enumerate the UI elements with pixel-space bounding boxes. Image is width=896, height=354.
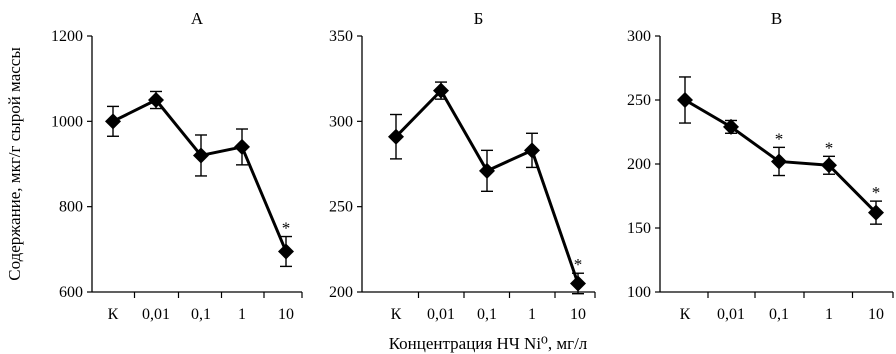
y-tick-label: 200 bbox=[627, 156, 651, 173]
y-tick-label: 250 bbox=[627, 92, 651, 109]
data-point-marker bbox=[105, 113, 121, 130]
y-tick-label: 1000 bbox=[51, 113, 83, 130]
data-point-marker bbox=[723, 118, 739, 135]
y-tick-label: 100 bbox=[627, 284, 651, 301]
y-tick-label: 600 bbox=[59, 284, 83, 301]
data-point-marker bbox=[771, 153, 787, 170]
data-point-marker bbox=[570, 275, 586, 292]
y-tick-label: 800 bbox=[59, 199, 83, 216]
chart-panel-1: А 600 800 1000 1200 К 0,01 0,1 1 10 * bbox=[51, 9, 303, 323]
y-tick-label: 1200 bbox=[51, 28, 83, 45]
chart-panel-3: В 100 150 200 250 300 К 0,01 0,1 1 10 * * * bbox=[627, 9, 894, 323]
x-axis-title: Концентрация НЧ Ni⁰, мг/л bbox=[389, 334, 588, 353]
y-tick-label: 300 bbox=[329, 113, 353, 130]
x-tick-label: 10 bbox=[868, 306, 884, 323]
data-point-marker bbox=[479, 162, 495, 179]
data-point-marker bbox=[868, 204, 884, 221]
data-point-marker bbox=[388, 128, 404, 145]
data-point-marker bbox=[278, 243, 294, 260]
panel-title: Б bbox=[474, 9, 484, 28]
x-tick-label: 1 bbox=[238, 306, 246, 323]
x-tick-label: К bbox=[391, 306, 402, 323]
y-axis-title: Содержание, мкг/г сырой массы bbox=[5, 47, 24, 281]
x-tick-label: 10 bbox=[570, 306, 586, 323]
x-tick-label: 0,1 bbox=[191, 306, 211, 323]
x-tick-label: 0,1 bbox=[769, 306, 789, 323]
panel-title: В bbox=[771, 9, 782, 28]
panel-title: А bbox=[191, 9, 204, 28]
data-point-marker bbox=[234, 138, 250, 155]
data-point-marker bbox=[148, 92, 164, 108]
x-tick-label: К bbox=[108, 306, 119, 323]
x-tick-label: 10 bbox=[278, 306, 294, 323]
y-tick-label: 150 bbox=[627, 220, 651, 237]
x-tick-label: 0,01 bbox=[427, 306, 455, 323]
significance-star: * bbox=[282, 219, 291, 238]
data-point-marker bbox=[433, 82, 449, 99]
y-tick-label: 300 bbox=[627, 28, 651, 45]
x-tick-label: 1 bbox=[528, 306, 536, 323]
significance-star: * bbox=[775, 129, 784, 148]
y-tick-label: 250 bbox=[329, 199, 353, 216]
x-tick-label: 1 bbox=[825, 306, 833, 323]
data-point-marker bbox=[193, 147, 209, 164]
data-point-marker bbox=[677, 92, 693, 108]
x-tick-label: 0,1 bbox=[477, 306, 497, 323]
significance-star: * bbox=[825, 138, 834, 157]
x-tick-label: 0,01 bbox=[142, 306, 170, 323]
chart-panel-2: Б 200 250 300 350 К 0,01 0,1 1 10 * bbox=[329, 9, 596, 323]
x-tick-label: 0,01 bbox=[717, 306, 745, 323]
x-tick-label: К bbox=[680, 306, 691, 323]
significance-star: * bbox=[574, 255, 583, 274]
y-tick-label: 200 bbox=[329, 284, 353, 301]
data-point-marker bbox=[821, 157, 837, 174]
significance-star: * bbox=[872, 183, 881, 202]
y-tick-label: 350 bbox=[329, 28, 353, 45]
data-point-marker bbox=[524, 142, 540, 159]
